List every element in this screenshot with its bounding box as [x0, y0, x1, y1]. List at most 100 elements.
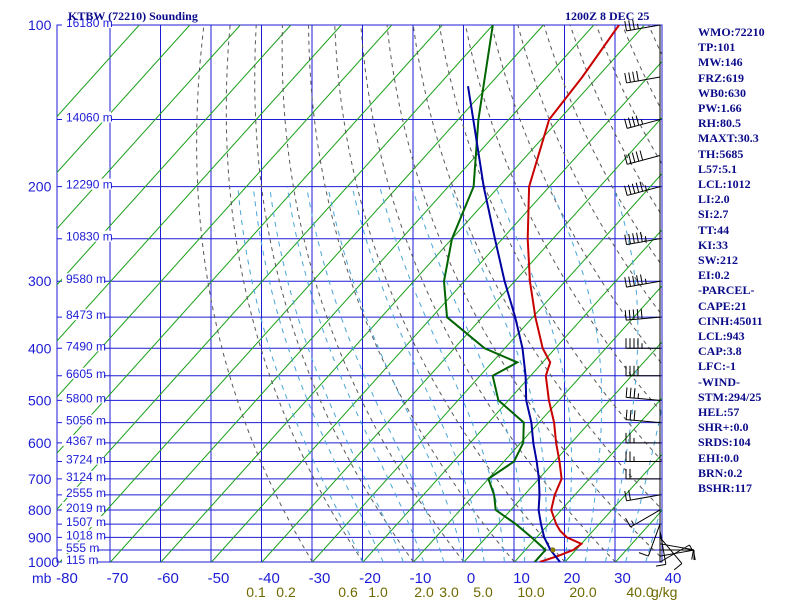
wind-barb-half-flag: [636, 23, 639, 29]
height-label: 2555 m: [66, 486, 106, 500]
pressure-label-500: 500: [28, 392, 52, 408]
isotherm: [57, 25, 342, 342]
moist-adiabat: [237, 186, 364, 562]
height-label-bg: [62, 542, 97, 554]
temperature-tick: -20: [359, 570, 381, 587]
isotherm: [211, 60, 662, 562]
index-item: CINH:45011: [698, 313, 763, 328]
indices-panel: WMO:72210 TP:101 MW:146 FRZ:619 WB0:630 PW:1.…: [698, 25, 798, 496]
index-item: -PARCEL-: [698, 283, 755, 298]
wind-barb-flag: [640, 308, 643, 319]
wind-barb-flag: [635, 151, 640, 162]
index-item: SRDS:104: [698, 435, 751, 450]
isotherm: [160, 25, 645, 562]
moist-adiabat: [411, 186, 526, 562]
height-label: 1507 m: [66, 515, 106, 529]
mixing-ratio-tick: 10.0: [517, 584, 544, 600]
wind-barb-flag: [638, 552, 649, 557]
index-item: SI:2.7: [698, 207, 729, 222]
wind-barb-flag: [632, 19, 635, 30]
dry-adiabat: [465, 25, 662, 414]
index-item: TT:44: [698, 222, 730, 237]
wind-barb-flag: [632, 71, 635, 82]
wind-barb-flag: [633, 388, 636, 399]
isotherm: [57, 25, 140, 118]
wind-barb-flag: [628, 276, 631, 287]
wind-barb-flag: [673, 563, 683, 571]
wind-barb-flag: [632, 275, 635, 286]
wind-barb-half-flag: [689, 544, 693, 550]
temperature-tick: -80: [56, 570, 78, 587]
index-item: CAPE:21: [698, 298, 747, 313]
wind-barb-flag: [633, 410, 636, 421]
wind-barb-half-flag: [640, 119, 644, 125]
isotherm: [57, 25, 292, 286]
index-item: L57:5.1: [698, 161, 737, 176]
height-label: 3724 m: [66, 453, 106, 467]
wind-barb-staff: [630, 509, 661, 528]
isotherm: [312, 172, 662, 562]
mixing-ratio-tick: 0.2: [276, 584, 296, 600]
height-label-bg: [62, 516, 104, 528]
height-label-bg: [62, 17, 111, 28]
height-label: 6605 m: [66, 367, 106, 381]
wind-barb-flag: [628, 72, 631, 83]
wind-barb-flag: [629, 409, 632, 421]
height-label: 5056 m: [66, 414, 106, 428]
height-label-bg: [62, 340, 104, 352]
temperature-tick: 20: [564, 570, 581, 587]
mixing-ratio-tick: 0.1: [246, 584, 266, 600]
wind-barb-flag: [624, 20, 628, 31]
height-label: 4367 m: [66, 434, 106, 448]
wind-barb-flag: [628, 309, 631, 320]
isotherm: [57, 25, 393, 398]
height-label-bg: [62, 111, 111, 123]
dry-adiabat: [334, 25, 566, 562]
index-item: -WIND-: [698, 374, 740, 389]
wind-barb-flag: [624, 490, 628, 501]
index-item: KI:33: [698, 237, 728, 252]
temperature-tick: -60: [157, 570, 179, 587]
wind-barb-flag: [632, 233, 635, 244]
height-label-bg: [62, 230, 111, 242]
height-label-bg: [62, 470, 104, 482]
height-label-bg: [62, 273, 104, 285]
wind-barb-flag: [640, 274, 643, 285]
index-item: WB0:630: [698, 85, 746, 100]
wind-barb-staff: [626, 24, 661, 32]
wind-barb-half-flag: [644, 278, 647, 284]
wind-barb-flag: [636, 275, 639, 286]
pressure-label-100: 100: [28, 17, 52, 33]
wind-barb-staff: [626, 419, 661, 424]
pressure-unit-label: mb: [32, 570, 52, 586]
index-item: WMO:72210: [698, 25, 765, 39]
mixing-ratio-tick: 2.0: [414, 584, 434, 600]
profile-layer: [442, 25, 620, 562]
wind-barb-flag: [628, 20, 631, 31]
index-item: MW:146: [698, 55, 743, 70]
wind-barb-flag: [624, 185, 628, 196]
index-item: PW:1.66: [698, 101, 742, 116]
index-item: RH:80.5: [698, 116, 741, 131]
wind-barb-flag: [624, 277, 628, 288]
wind-barb-flag: [655, 563, 666, 567]
pressure-label-300: 300: [28, 273, 52, 289]
height-label: 8473 m: [66, 308, 106, 322]
height-label: 10830 m: [66, 230, 113, 244]
wind-barb-flag: [639, 150, 644, 161]
index-item: LCL:1012: [698, 177, 751, 192]
wind-barb-staff: [627, 119, 661, 129]
mixing-ratio-tick: 3.0: [439, 584, 459, 600]
wind-barb-flag: [627, 117, 632, 128]
wind-barb-half-flag: [644, 185, 647, 191]
wind-barb-flag: [627, 184, 632, 195]
height-label: 1018 m: [66, 528, 106, 542]
wind-barb-staff: [659, 543, 694, 551]
mixing-ratio-tick: 40.0: [626, 584, 653, 600]
wind-barb-flag: [629, 387, 632, 398]
wind-barb-flag: [625, 518, 631, 528]
grid-layer: [56, 24, 663, 563]
temperature-tick: -10: [410, 570, 432, 587]
